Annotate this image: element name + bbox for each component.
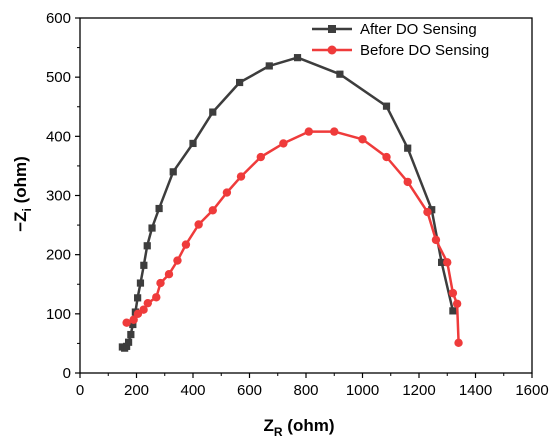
data-point-before bbox=[143, 298, 152, 308]
x-tick-label: 0 bbox=[76, 382, 84, 399]
data-point-after bbox=[336, 70, 344, 78]
data-point-after bbox=[148, 224, 156, 232]
series-line-before bbox=[126, 130, 460, 343]
data-point-after bbox=[404, 144, 412, 152]
data-point-before bbox=[139, 305, 148, 314]
data-point-after bbox=[127, 330, 135, 339]
data-point-before bbox=[194, 220, 203, 229]
data-point-after bbox=[123, 342, 131, 350]
legend-label-after: After DO Sensing bbox=[360, 21, 477, 38]
data-point-before bbox=[236, 172, 246, 181]
y-axis-title-sub: i bbox=[20, 208, 34, 211]
y-tick-label: 200 bbox=[46, 247, 71, 264]
data-point-after bbox=[265, 62, 273, 70]
data-point-before bbox=[129, 315, 138, 324]
x-axis-title-sub: R bbox=[274, 425, 283, 439]
y-tick-label: 0 bbox=[63, 365, 71, 382]
data-point-before bbox=[330, 127, 339, 136]
plot-area: 0 200 400 600 800 1000 1200 1400 1600 0 100 200 300 4… bbox=[46, 10, 549, 399]
x-axis-title: ZR (ohm) bbox=[264, 416, 335, 439]
data-point-before bbox=[431, 235, 441, 245]
x-axis-title-main: Z bbox=[264, 416, 274, 435]
data-point-after bbox=[140, 261, 148, 269]
legend: After DO Sensing Before DO Sensing bbox=[312, 21, 489, 59]
data-point-before bbox=[423, 207, 432, 217]
data-point-after bbox=[449, 307, 457, 315]
data-point-before bbox=[448, 288, 458, 298]
series-line-after bbox=[121, 56, 455, 350]
x-axis-title-unit: (ohm) bbox=[283, 416, 335, 435]
data-point-after bbox=[143, 242, 151, 250]
legend-marker-after bbox=[328, 25, 336, 33]
data-point-before bbox=[208, 206, 217, 215]
data-point-before bbox=[403, 177, 412, 187]
data-point-after bbox=[438, 258, 446, 266]
y-axis-title-prefix: −Z bbox=[11, 211, 30, 231]
data-point-after bbox=[136, 279, 145, 287]
data-point-after bbox=[134, 294, 142, 302]
legend-label-before: Before DO Sensing bbox=[360, 42, 489, 59]
data-point-before bbox=[173, 256, 182, 265]
x-tick-label: 1200 bbox=[402, 382, 435, 399]
data-point-before bbox=[256, 152, 265, 162]
y-axis-title-unit: (ohm) bbox=[11, 156, 30, 208]
data-point-after bbox=[382, 102, 391, 110]
x-tick-label: 600 bbox=[237, 382, 262, 399]
data-point-after bbox=[169, 168, 177, 176]
x-tick-label: 1400 bbox=[459, 382, 492, 399]
data-point-before bbox=[454, 338, 463, 348]
data-point-after bbox=[209, 108, 217, 116]
plot-frame bbox=[79, 17, 533, 374]
y-tick-label: 600 bbox=[46, 10, 71, 27]
data-point-after bbox=[129, 320, 137, 329]
data-point-after bbox=[428, 206, 436, 214]
y-tick-label: 400 bbox=[46, 128, 71, 145]
x-tick-label: 1600 bbox=[515, 382, 548, 399]
data-point-after bbox=[293, 54, 302, 62]
data-point-after bbox=[189, 139, 197, 148]
data-point-before bbox=[164, 269, 174, 279]
data-point-before bbox=[122, 318, 131, 327]
data-point-before bbox=[156, 278, 165, 288]
data-point-before bbox=[382, 152, 391, 162]
data-point-after bbox=[124, 338, 133, 346]
x-tick-label: 800 bbox=[293, 382, 318, 399]
y-tick-label: 100 bbox=[46, 306, 71, 323]
data-point-before bbox=[181, 240, 191, 249]
data-point-before bbox=[222, 188, 232, 197]
data-point-before bbox=[452, 299, 462, 308]
data-point-before bbox=[443, 258, 452, 267]
data-point-before bbox=[304, 127, 314, 136]
data-point-after bbox=[236, 78, 244, 87]
data-point-before bbox=[152, 293, 161, 302]
x-tick-label: 200 bbox=[124, 382, 149, 399]
y-tick-label: 500 bbox=[46, 69, 71, 86]
y-axis-title: −Zi (ohm) bbox=[11, 156, 34, 232]
x-tick-label: 1000 bbox=[346, 382, 379, 399]
x-tick-label: 400 bbox=[180, 382, 205, 399]
data-point-before bbox=[358, 135, 367, 144]
legend-marker-before bbox=[327, 45, 337, 55]
data-point-after bbox=[155, 204, 163, 213]
data-point-before bbox=[279, 139, 288, 148]
y-tick-label: 300 bbox=[46, 188, 71, 205]
